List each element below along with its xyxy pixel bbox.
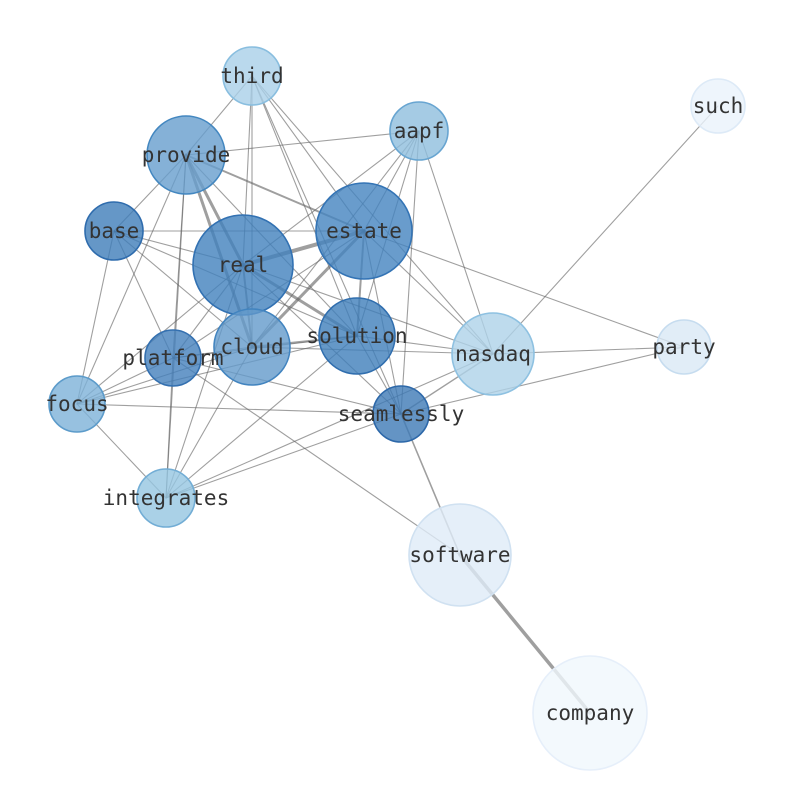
node-cloud bbox=[213, 308, 291, 386]
edge-integrates-seamlessly bbox=[165, 413, 402, 499]
node-software bbox=[408, 503, 512, 607]
node-seamlessly bbox=[372, 385, 430, 443]
edge-aapf-seamlessly bbox=[400, 130, 420, 415]
node-base bbox=[84, 201, 144, 261]
edge-integrates-solution bbox=[165, 335, 358, 499]
edge-provide-focus bbox=[76, 154, 187, 405]
edge-estate-party bbox=[363, 230, 685, 348]
node-aapf bbox=[389, 101, 449, 161]
node-nasdaq bbox=[451, 312, 535, 396]
edge-focus-seamlessly bbox=[76, 403, 402, 415]
node-provide bbox=[146, 115, 226, 195]
edge-focus-solution bbox=[76, 335, 358, 405]
node-real bbox=[192, 214, 294, 316]
node-focus bbox=[48, 375, 106, 433]
edge-integrates-nasdaq bbox=[165, 353, 494, 499]
node-estate bbox=[315, 182, 413, 280]
edge-platform-software bbox=[172, 357, 461, 556]
edge-nasdaq-such bbox=[492, 105, 719, 355]
edge-platform-seamlessly bbox=[172, 357, 402, 415]
node-solution bbox=[318, 297, 396, 375]
edge-third-solution bbox=[251, 75, 358, 337]
node-integrates bbox=[136, 468, 196, 528]
node-party bbox=[656, 319, 712, 375]
node-platform bbox=[144, 329, 202, 387]
node-third bbox=[222, 46, 282, 106]
edge-seamlessly-party bbox=[400, 346, 685, 415]
node-such bbox=[690, 78, 746, 134]
node-company bbox=[532, 655, 648, 771]
